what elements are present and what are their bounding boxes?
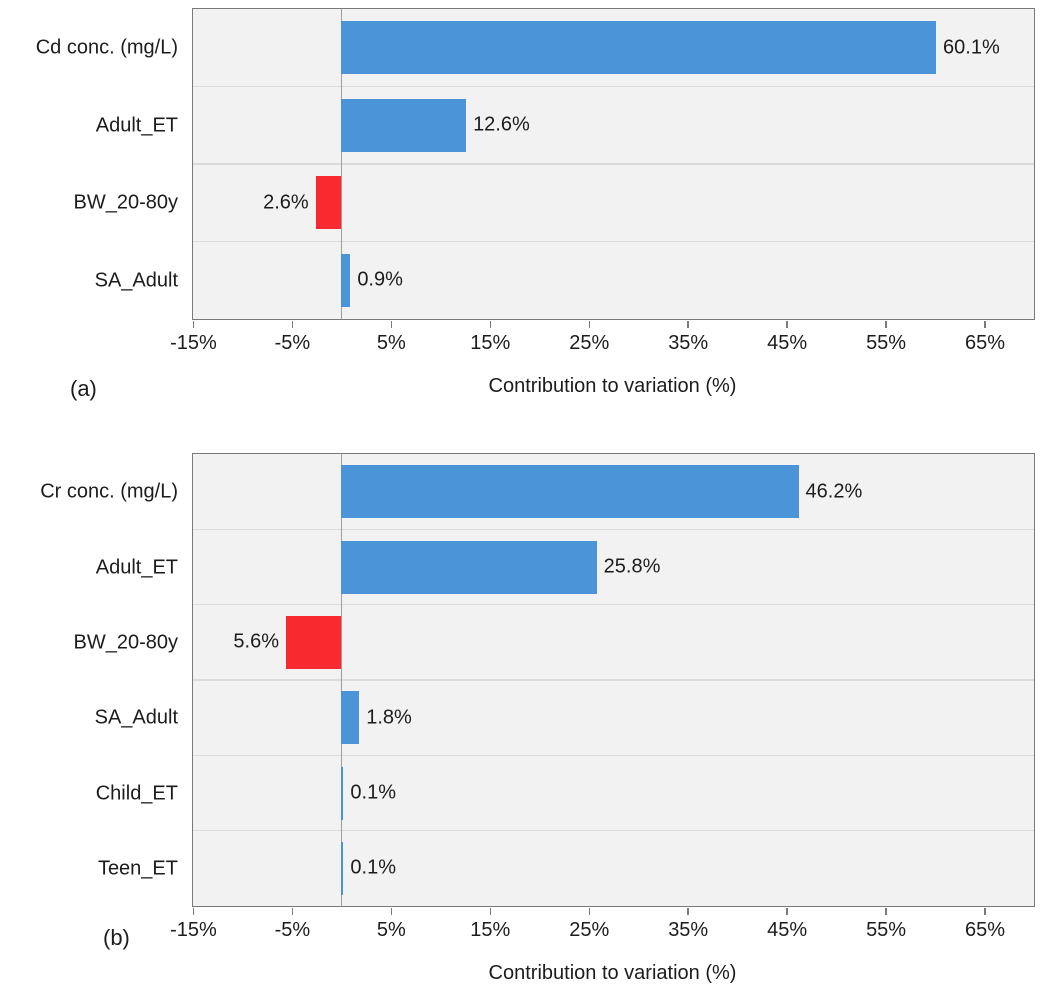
bar-value-label: 0.1% [350,781,396,804]
panel-label-b: (b) [103,925,130,950]
row-separator [193,240,1034,243]
x-tick-mark [984,321,986,328]
x-tick-label: -15% [170,332,217,354]
x-tick-mark [489,321,492,328]
row-separator [193,603,1034,606]
bar-bw-20-80y [286,615,342,669]
x-tick-mark [291,908,294,915]
bar-value-label: 0.1% [350,856,396,879]
x-tick-label: 15% [470,332,511,354]
row-separator [193,829,1034,832]
x-tick-label: 45% [767,919,808,941]
plot-area-cd: 60.1% 12.6% 2.6% 0.9% [192,8,1035,320]
x-tick-mark [192,321,195,328]
x-axis-title: Contribution to variation (%) [488,375,737,397]
bar-adult-et [341,540,597,594]
x-tick-label: 55% [866,919,907,941]
bar-cr-conc-mg-l- [341,465,799,519]
x-tick-mark [687,321,689,328]
x-tick-label: -5% [274,919,311,941]
category-label: BW_20-80y [73,191,179,214]
zero-baseline [340,454,343,906]
row-separator [193,679,1034,681]
x-tick-mark [786,321,788,328]
category-label: Teen_ET [97,857,178,880]
x-tick-label: 65% [965,919,1006,941]
category-label: Cd conc. (mg/L) [35,36,178,59]
bar-value-label: 0.9% [357,268,403,291]
x-tick-mark [390,908,393,915]
bar-value-label: 5.6% [233,630,279,653]
bar-value-label: 1.8% [366,706,412,729]
category-label: Adult_ET [95,114,178,137]
x-tick-label: -5% [274,332,311,354]
bar-value-label: 25.8% [603,555,661,578]
category-label: Cr conc. (mg/L) [40,480,178,503]
bar-value-label: 2.6% [263,191,309,214]
bar-bw-20-80y [315,176,342,230]
tornado-chart-cd: 60.1% 12.6% 2.6% 0.9% Contribution to varia… [0,8,1044,438]
x-tick-label: 5% [376,919,406,941]
row-separator [193,754,1034,757]
x-tick-label: 35% [668,919,709,941]
x-tick-mark [885,908,887,915]
panel-label-a: (a) [70,376,97,401]
bar-child-et [341,766,344,820]
x-tick-label: 35% [668,332,709,354]
bar-cd-conc-mg-l- [341,21,937,75]
row-separator [193,528,1034,531]
x-tick-label: 15% [470,919,511,941]
x-tick-label: 25% [569,332,610,354]
category-label: BW_20-80y [73,631,179,654]
x-tick-mark [885,321,887,328]
x-tick-mark [588,908,590,915]
bar-sa-adult [341,691,360,745]
bar-value-label: 46.2% [805,480,863,503]
bar-teen-et [341,841,344,895]
row-separator [193,85,1034,88]
x-tick-label: 25% [569,919,610,941]
category-label: SA_Adult [94,706,178,729]
x-tick-mark [291,321,294,328]
category-label: SA_Adult [94,269,178,292]
category-label: Child_ET [95,782,178,804]
plot-area-cr: 46.2% 25.8% 5.6% 1.8% 0.1% 0.1% [192,453,1035,907]
x-tick-label: -15% [170,919,217,941]
tornado-chart-cr: 46.2% 25.8% 5.6% 1.8% 0.1% 0.1% Contribution … [0,453,1044,987]
row-separator [193,163,1034,165]
x-tick-mark [390,321,393,328]
x-axis-title: Contribution to variation (%) [488,962,737,984]
x-tick-label: 65% [965,332,1006,354]
category-label: Adult_ET [95,556,178,578]
x-tick-label: 45% [767,332,808,354]
x-tick-label: 5% [376,332,406,354]
x-tick-mark [687,908,689,915]
x-tick-mark [588,321,590,328]
zero-baseline [340,9,343,319]
x-tick-mark [984,908,986,915]
x-tick-mark [192,908,195,915]
bar-adult-et [341,98,467,152]
x-tick-label: 55% [866,332,907,354]
x-tick-mark [489,908,492,915]
bar-value-label: 60.1% [943,36,1000,59]
bar-sa-adult [341,253,351,307]
x-tick-mark [786,908,788,915]
bar-value-label: 12.6% [473,113,530,136]
